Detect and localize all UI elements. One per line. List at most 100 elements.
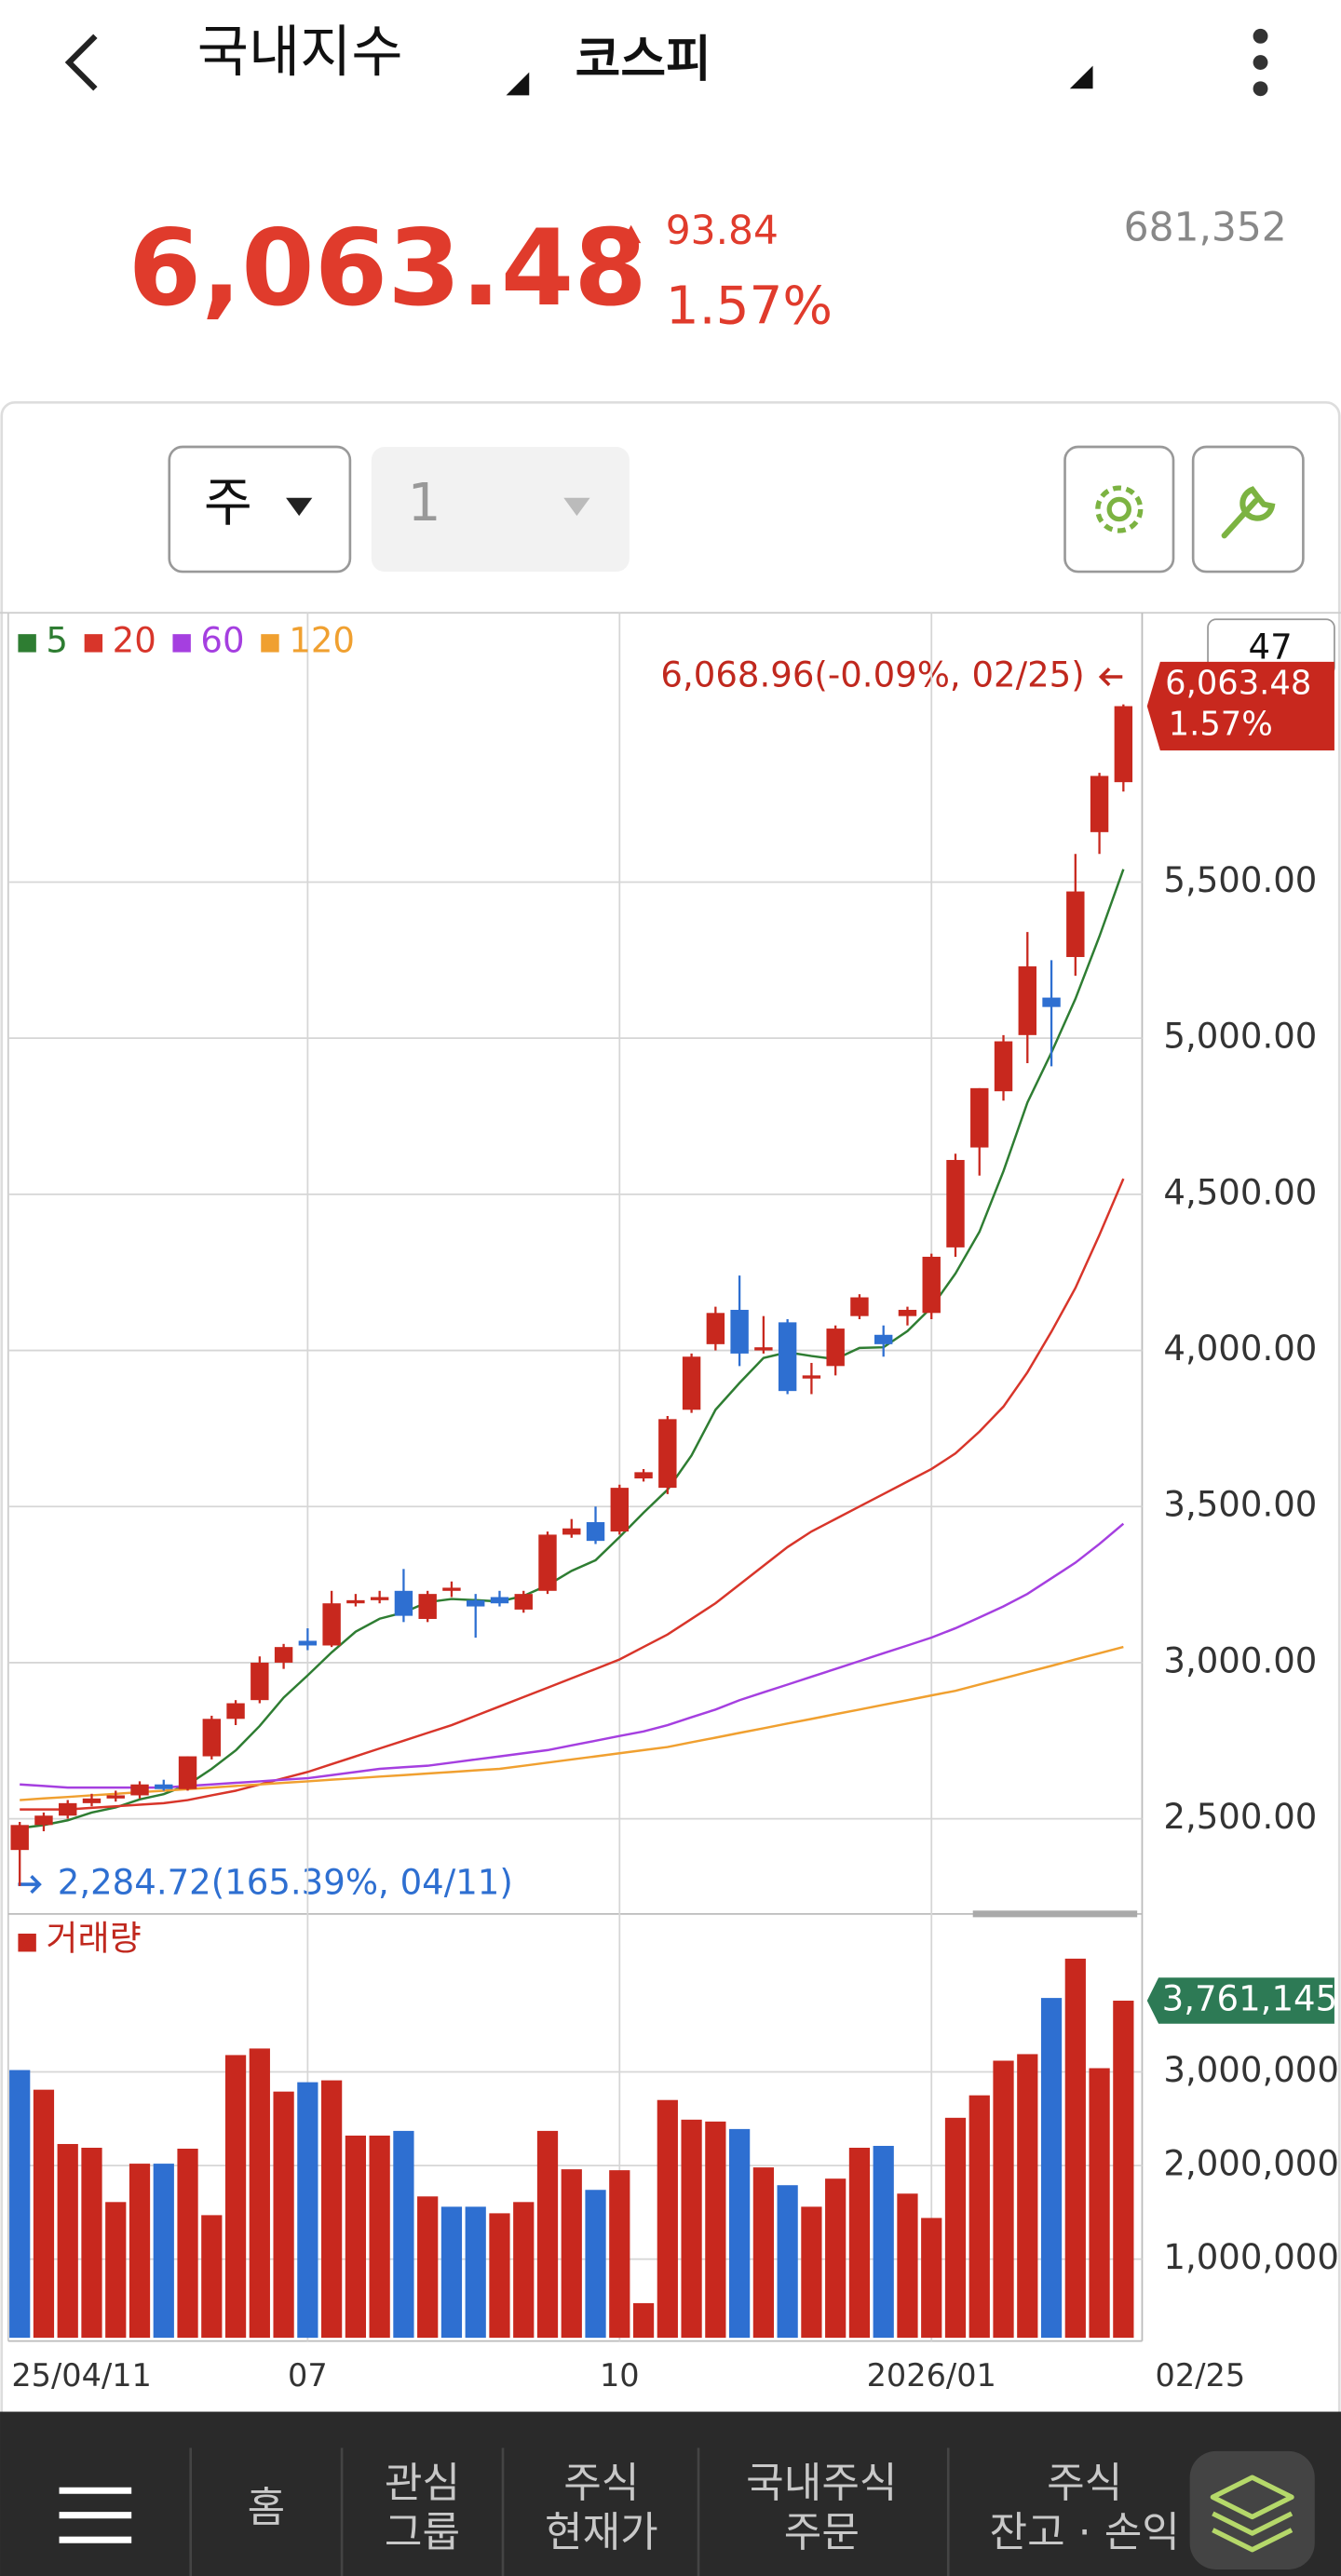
nav-label[interactable]: 잔고 · 손익 — [990, 2509, 1180, 2556]
x-tick-label: 25/04/11 — [11, 2357, 152, 2394]
wrench-icon — [1221, 486, 1276, 539]
nav-label[interactable]: 그룹 — [385, 2509, 460, 2556]
nav-label[interactable]: 관심 — [385, 2460, 460, 2507]
volume-bar — [201, 2215, 223, 2339]
up-arrow — [621, 224, 642, 244]
ma-line — [20, 1522, 1125, 1789]
volume-bar — [273, 2091, 294, 2339]
volume-tag — [1146, 1977, 1334, 2024]
volume-bar — [177, 2149, 198, 2339]
candle-body — [490, 1597, 509, 1604]
count-select[interactable] — [371, 446, 630, 573]
candle-body — [946, 1159, 965, 1248]
y-tick-label: 4,500.00 — [1163, 1172, 1317, 1212]
back-button[interactable] — [64, 34, 98, 91]
candle-body — [874, 1334, 893, 1344]
legend-swatch — [18, 1934, 36, 1952]
x-tick-label: 10 — [600, 2357, 640, 2394]
candle-body — [394, 1590, 413, 1616]
volume-bar — [777, 2185, 798, 2339]
menu-button[interactable] — [59, 2487, 132, 2543]
candle-body — [251, 1662, 269, 1701]
volume-bar — [848, 2147, 871, 2339]
volume-bar — [681, 2119, 702, 2339]
ma-line — [20, 1645, 1124, 1801]
y-tick-label: 3,000.00 — [1163, 1640, 1317, 1680]
current-price: 6,063.48 — [129, 207, 647, 330]
candle-body — [994, 1041, 1013, 1092]
volume-bar — [536, 2130, 559, 2339]
y-tick-label: 5,000.00 — [1163, 1017, 1317, 1057]
count-label: 1 — [408, 473, 441, 533]
volume-bar — [57, 2143, 78, 2339]
price-change: 93.84 — [666, 208, 779, 253]
nav-label[interactable]: 국내주식 — [746, 2460, 897, 2507]
volume-chart: 1,000,000 2,000,000 3,000,000 3,761,145 — [7, 1958, 1339, 2339]
period-select[interactable] — [168, 445, 352, 573]
volume-bar — [249, 2048, 270, 2339]
legend-label: 20 — [113, 620, 156, 660]
volume-bar — [897, 2193, 918, 2339]
legend-label: 120 — [289, 620, 355, 660]
volume-bar — [321, 2080, 343, 2339]
candle-body — [370, 1597, 389, 1600]
candle-body — [178, 1756, 197, 1789]
legend-swatch — [18, 634, 36, 653]
candle-body — [1018, 966, 1036, 1035]
x-tick-label: 2026/01 — [867, 2357, 996, 2394]
candle-body — [34, 1815, 53, 1826]
volume-bar — [9, 2070, 31, 2339]
nav-label[interactable]: 주식 — [1047, 2460, 1122, 2507]
min-arrow — [18, 1875, 42, 1895]
candle-body — [658, 1419, 677, 1489]
period-label: 주 — [204, 473, 252, 533]
nav-label[interactable]: 주식 — [563, 2460, 639, 2507]
volume-bar — [1040, 1998, 1063, 2339]
candle-body — [1066, 891, 1085, 957]
candle-body — [1042, 997, 1061, 1007]
dropdown-icon — [506, 72, 530, 96]
volume-bar — [81, 2147, 102, 2339]
bottom-nav — [0, 2411, 1341, 2576]
y-tick-label: 3,000,000 — [1163, 2050, 1339, 2090]
nav-label[interactable]: 주문 — [784, 2509, 860, 2556]
candle-body — [106, 1795, 125, 1799]
y-tick-label: 2,000,000 — [1163, 2144, 1339, 2184]
candle-body — [10, 1825, 29, 1851]
volume-bar — [561, 2169, 582, 2339]
volume-bar — [153, 2164, 174, 2339]
candle-body — [130, 1784, 149, 1796]
volume-bar — [752, 2167, 774, 2339]
candle-body — [418, 1594, 437, 1619]
candle-body — [826, 1328, 845, 1367]
dropdown-icon — [563, 497, 590, 517]
count-text: 47 — [1249, 627, 1293, 668]
y-tick-label: 5,500.00 — [1163, 860, 1317, 900]
candle-body — [850, 1297, 869, 1316]
settings-button[interactable] — [1063, 445, 1175, 573]
volume-bar — [369, 2135, 390, 2339]
layers-button[interactable] — [1189, 2450, 1315, 2569]
gear-icon — [1095, 485, 1144, 533]
tag-price: 6,063.48 — [1165, 665, 1311, 703]
candle-body — [202, 1719, 222, 1757]
index-select[interactable]: 코스피 — [576, 32, 711, 88]
dropdown-icon — [286, 497, 313, 517]
tag-change: 1.57% — [1169, 706, 1273, 744]
more-menu[interactable] — [1253, 28, 1268, 97]
y-tick-label: 4,000.00 — [1163, 1328, 1317, 1369]
candle-body — [274, 1647, 293, 1663]
candle-body — [730, 1309, 749, 1354]
candle-body — [778, 1322, 797, 1392]
volume-bar — [585, 2190, 606, 2339]
volume-bar — [105, 2202, 127, 2339]
market-select[interactable]: 국내지수 — [197, 20, 403, 86]
volume-bar — [489, 2213, 510, 2339]
nav-label[interactable]: 현재가 — [545, 2509, 658, 2556]
nav-label[interactable]: 홈 — [248, 2484, 286, 2531]
volume-bar — [921, 2218, 942, 2339]
volume-bar — [129, 2164, 151, 2339]
candle-body — [634, 1472, 653, 1479]
